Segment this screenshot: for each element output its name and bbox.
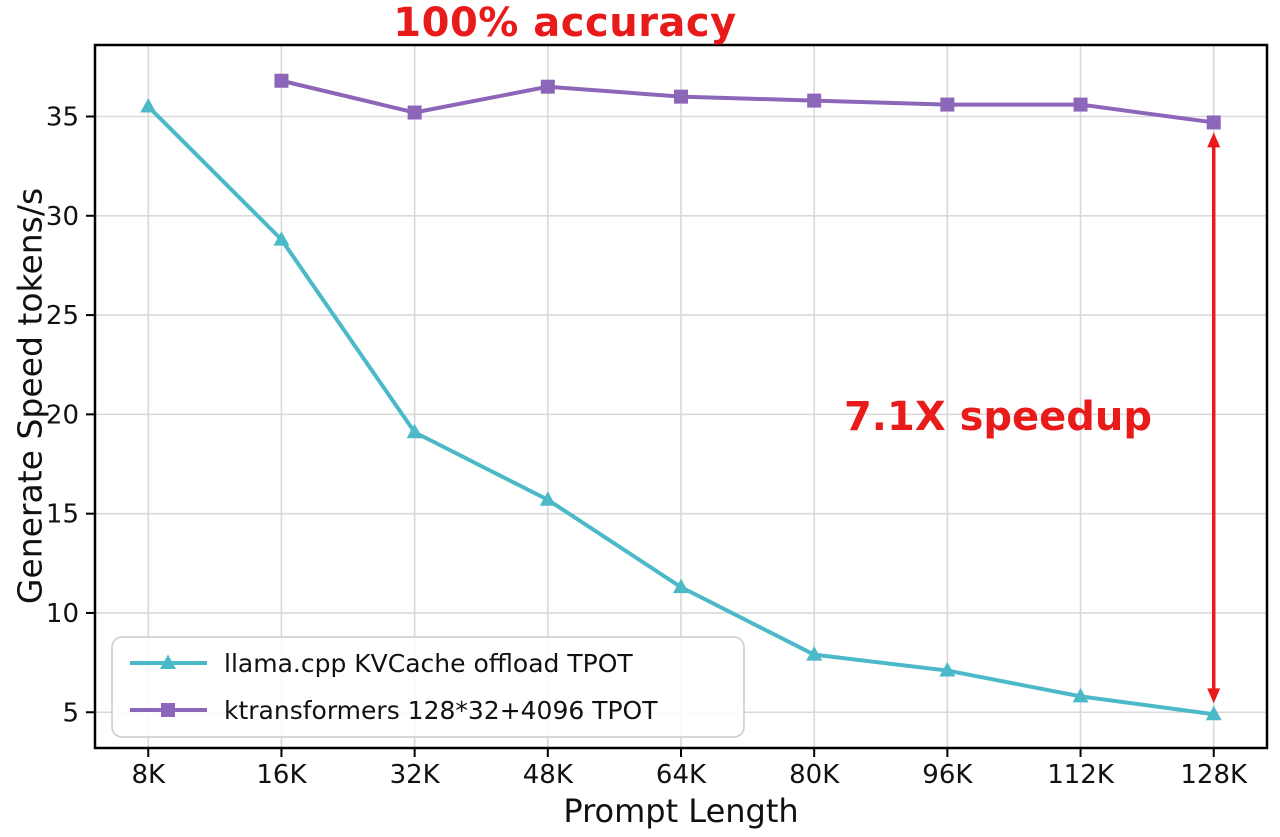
x-axis-label: Prompt Length — [563, 792, 799, 830]
x-tick-label: 128K — [1180, 760, 1248, 790]
speedup-arrow-head-top — [1207, 132, 1221, 148]
square-marker — [674, 89, 688, 104]
chart-title: 100% accuracy — [393, 0, 737, 46]
legend-square-marker — [161, 703, 175, 717]
triangle-marker — [1205, 705, 1222, 721]
x-tick-label: 64K — [656, 760, 707, 790]
y-tick-label: 15 — [46, 500, 79, 530]
square-marker — [407, 105, 422, 120]
triangle-marker — [1072, 687, 1089, 703]
triangle-marker — [140, 98, 157, 113]
triangle-marker — [273, 231, 290, 246]
legend-label: ktransformers 128*32+4096 TPOT — [224, 696, 658, 725]
x-tick-label: 32K — [390, 760, 441, 790]
speedup-annotation: 7.1X speedup — [843, 394, 1153, 440]
speedup-arrow-head-bottom — [1207, 688, 1221, 704]
x-tick-label: 48K — [523, 760, 574, 790]
series-line — [279, 78, 1216, 125]
square-marker — [540, 79, 555, 94]
x-tick-label: 16K — [256, 760, 307, 790]
y-tick-label: 30 — [46, 202, 79, 232]
y-tick-label: 10 — [46, 599, 79, 629]
y-axis-label: Generate Speed tokens/s — [10, 187, 50, 605]
legend-label: llama.cpp KVCache offload TPOT — [224, 649, 633, 678]
square-marker — [1073, 97, 1088, 112]
x-tick-label: 80K — [789, 760, 840, 790]
square-marker — [1206, 115, 1221, 130]
y-tick-label: 20 — [46, 400, 79, 430]
x-tick-label: 96K — [922, 760, 973, 790]
legend-box — [111, 636, 745, 738]
y-tick-label: 35 — [46, 102, 79, 132]
y-tick-label: 25 — [46, 301, 79, 331]
x-tick-label: 8K — [131, 760, 166, 790]
x-tick-label: 112K — [1047, 760, 1115, 790]
triangle-marker — [673, 578, 689, 594]
triangle-marker — [939, 662, 956, 677]
y-tick-label: 5 — [62, 698, 79, 728]
square-marker — [807, 93, 822, 108]
square-marker — [274, 73, 289, 88]
triangle-marker — [406, 423, 423, 439]
triangle-marker — [539, 491, 556, 506]
square-marker — [940, 97, 955, 112]
legend-triangle-marker — [160, 654, 176, 669]
triangle-marker — [806, 646, 823, 661]
